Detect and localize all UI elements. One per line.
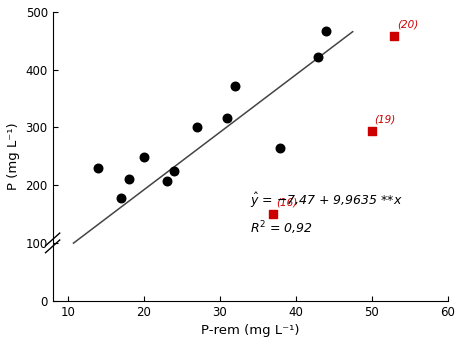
Y-axis label: P (mg L⁻¹): P (mg L⁻¹) xyxy=(7,122,20,190)
Text: (19): (19) xyxy=(375,115,396,125)
Point xyxy=(125,176,132,182)
X-axis label: P-rem (mg L⁻¹): P-rem (mg L⁻¹) xyxy=(201,324,299,337)
Text: $\hat{y}$ = $-$7,47 + 9,9635 **$x$: $\hat{y}$ = $-$7,47 + 9,9635 **$x$ xyxy=(250,191,403,210)
Text: (20): (20) xyxy=(397,19,419,29)
Point xyxy=(368,129,375,134)
Point xyxy=(391,33,398,39)
Point xyxy=(315,54,322,60)
Point xyxy=(193,125,201,130)
Point xyxy=(117,195,125,201)
Point xyxy=(224,115,231,120)
Point xyxy=(170,169,178,174)
Point xyxy=(163,179,170,184)
Point xyxy=(269,211,277,217)
Text: $R^2$ = 0,92: $R^2$ = 0,92 xyxy=(250,220,313,237)
Point xyxy=(140,155,147,160)
Point xyxy=(231,83,238,89)
Point xyxy=(95,165,102,171)
Text: (16): (16) xyxy=(276,197,297,207)
Point xyxy=(322,28,330,34)
Point xyxy=(277,145,284,150)
